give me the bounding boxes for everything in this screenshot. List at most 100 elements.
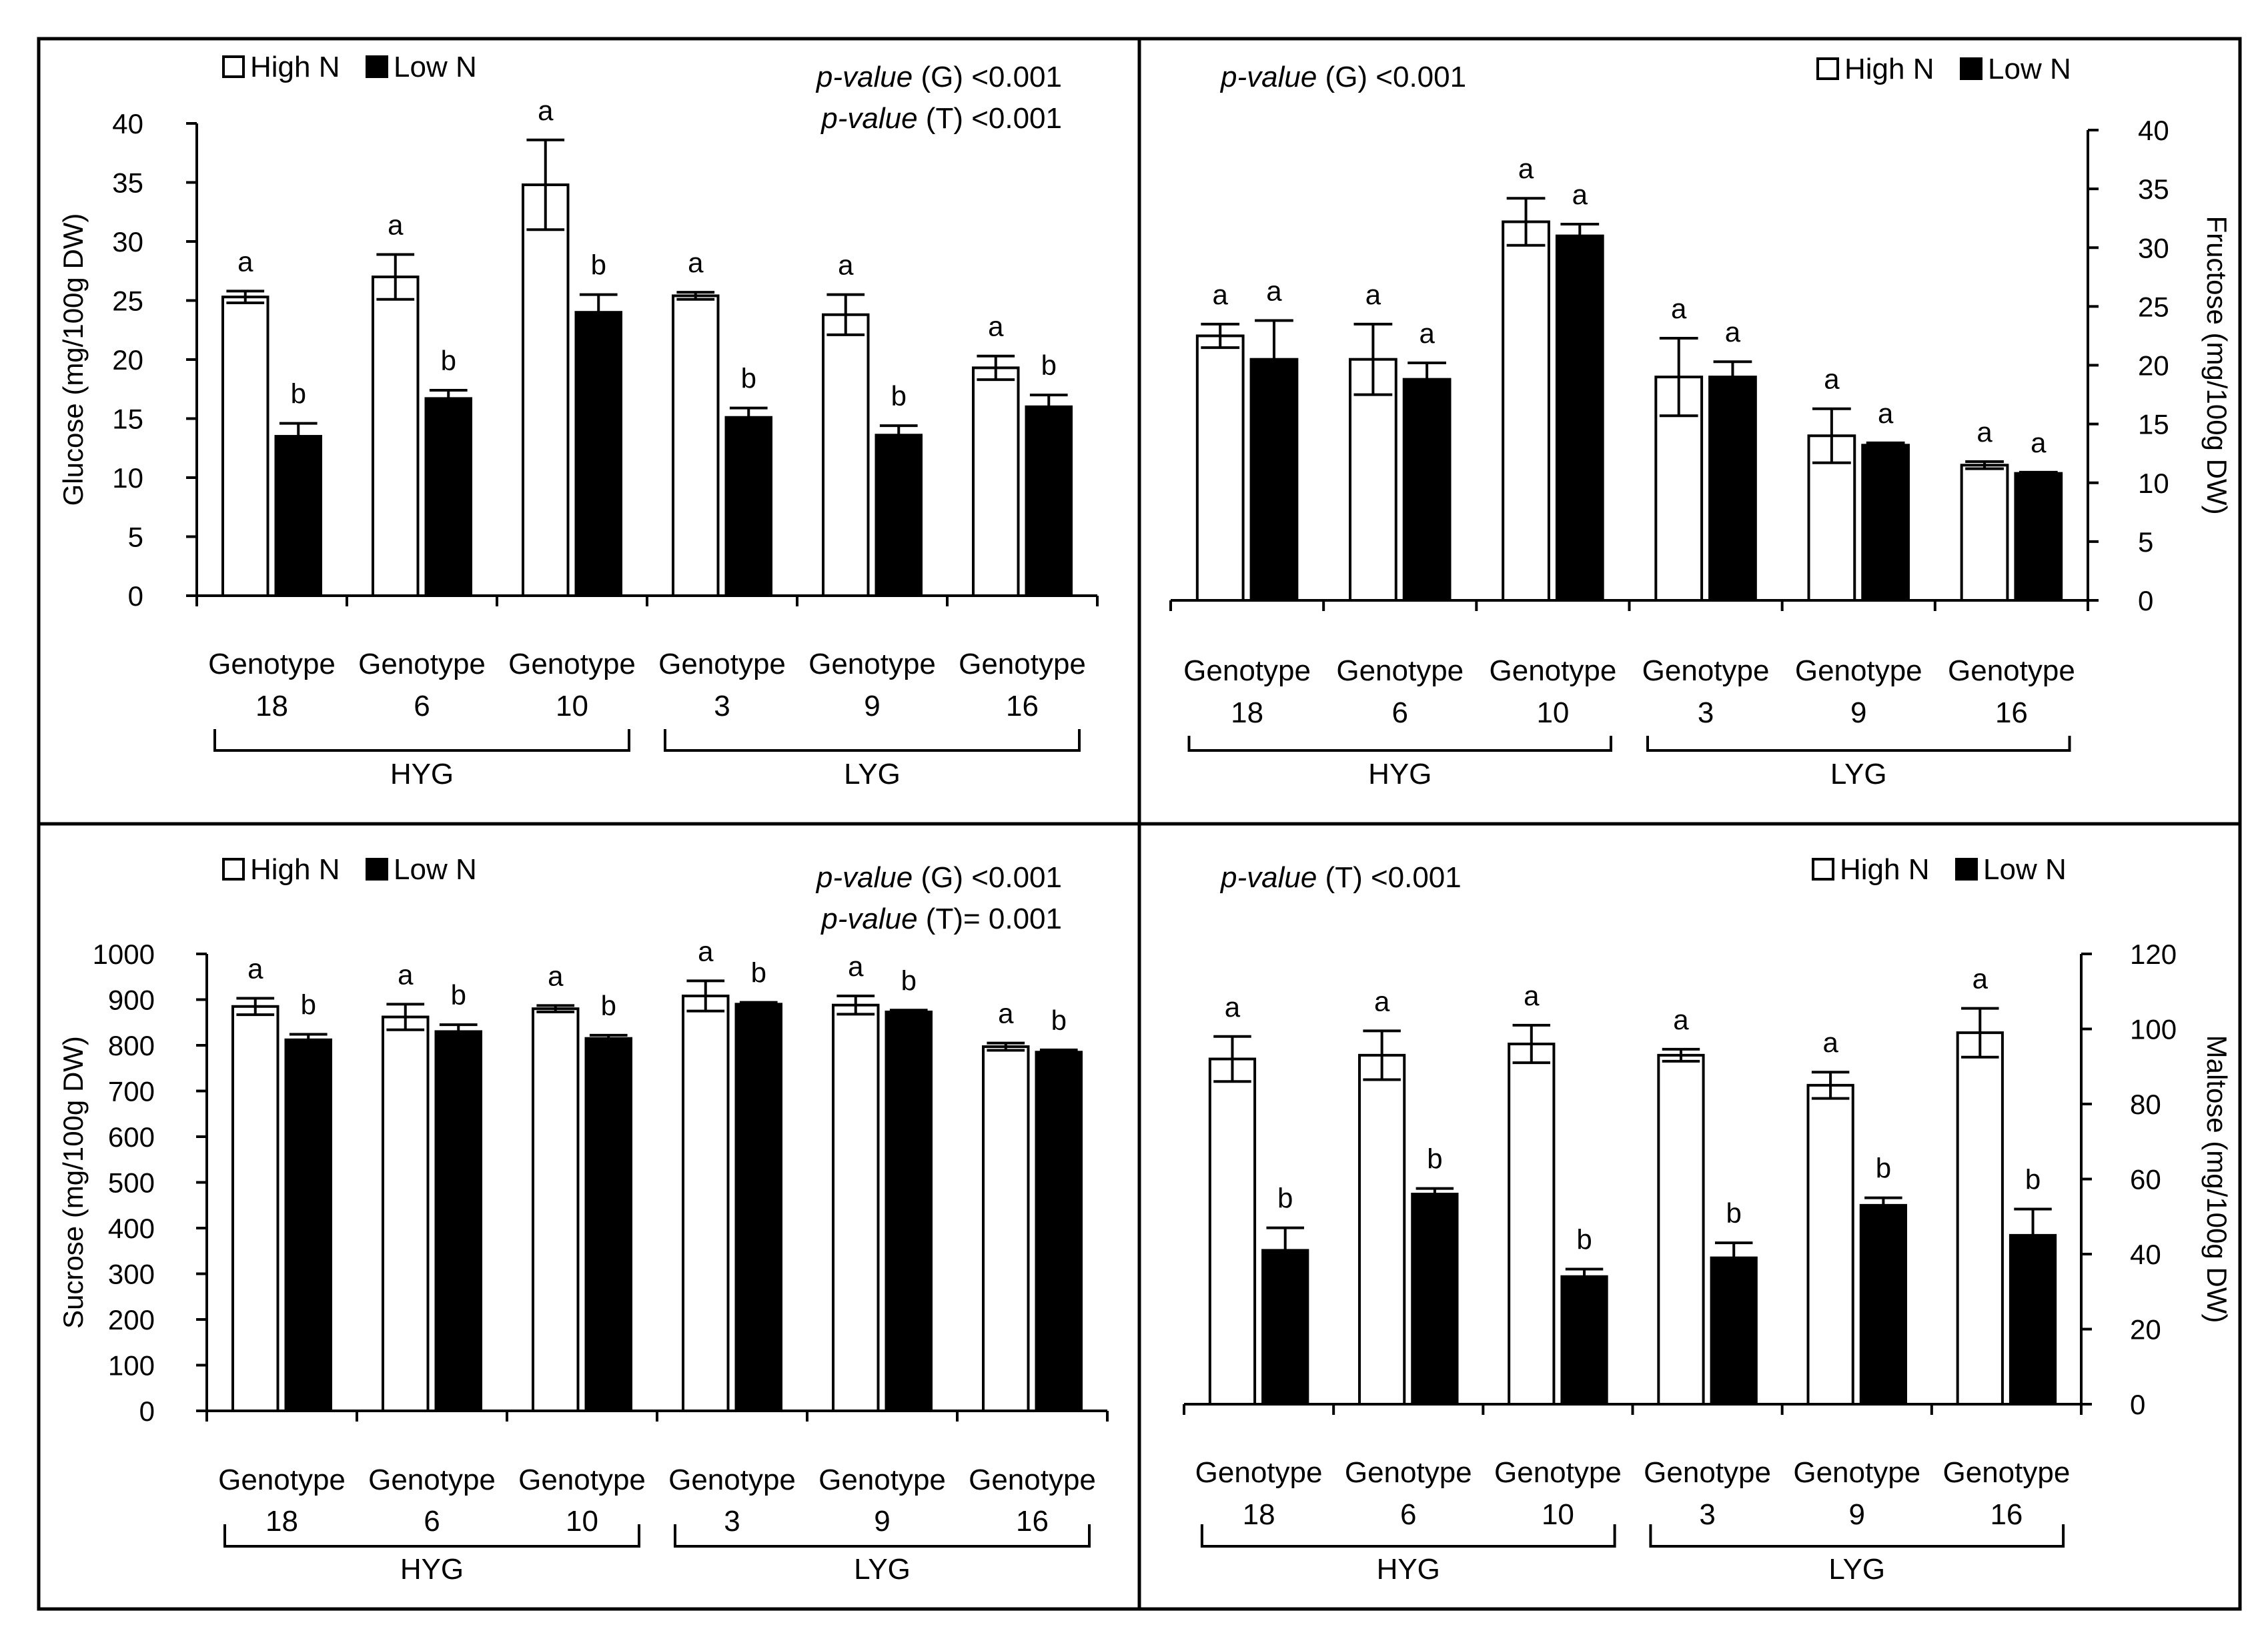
group-label: HYG [1368, 758, 1432, 790]
significance-letter: a [1725, 316, 1741, 348]
p-value-label: p-value [820, 903, 917, 935]
bar-low-n-2 [584, 1037, 632, 1412]
y-tick-label: 40 [2138, 115, 2169, 146]
bar-high-n-1 [372, 276, 420, 597]
y-tick-label: 600 [108, 1121, 155, 1153]
significance-letter: b [601, 990, 616, 1021]
error-bar [1353, 322, 1393, 396]
significance-letter: b [1427, 1143, 1442, 1175]
y-tick-label: 0 [139, 1396, 155, 1427]
y-tick-label: 25 [112, 286, 143, 317]
category-label: Genotype [1642, 654, 1770, 687]
bar-high-n-5 [982, 1045, 1030, 1413]
y-tick-label: 30 [2138, 232, 2169, 263]
bar-low-n-5 [2009, 1233, 2057, 1406]
significance-letter: b [591, 249, 606, 281]
error-bar [1255, 319, 1293, 400]
y-tick-label: 700 [108, 1076, 155, 1107]
category-label: 16 [1995, 696, 2028, 729]
error-bar [729, 406, 768, 428]
significance-letter: b [901, 965, 917, 996]
category-label: 3 [1698, 696, 1714, 729]
y-tick-label: 25 [2138, 291, 2169, 322]
significance-letter: a [1524, 980, 1540, 1011]
bar-high-n-4 [832, 1003, 880, 1412]
category-label: Genotype [658, 648, 786, 680]
bar-high-n-1 [1358, 1053, 1406, 1406]
significance-letter: b [1041, 350, 1057, 381]
y-tick-label: 10 [2138, 468, 2169, 499]
significance-letter: a [247, 953, 263, 984]
category-label: 9 [1850, 696, 1866, 729]
significance-letter: b [441, 345, 456, 376]
category-label: 9 [874, 1505, 890, 1538]
bar-high-n-2 [1502, 220, 1550, 602]
error-bar [279, 422, 318, 451]
category-label: 10 [556, 690, 588, 722]
legend-label-high-n: High N [250, 51, 340, 83]
bar-high-n-2 [1508, 1043, 1556, 1406]
legend: High N Low N [222, 51, 477, 83]
significance-letter: a [1822, 1027, 1838, 1058]
significance-letter: a [1572, 179, 1588, 210]
error-bar [1560, 223, 1600, 249]
error-bar [1659, 336, 1698, 418]
bar-high-n-0 [1208, 1057, 1257, 1406]
category-label: Genotype [969, 1464, 1096, 1496]
y-tick-label: 15 [2138, 409, 2169, 440]
category-label: Genotype [1490, 654, 1617, 687]
legend-label-low-n: Low N [394, 853, 477, 886]
group-bracket [1200, 1524, 1616, 1548]
significance-letter: a [237, 245, 253, 277]
error-bar [1415, 1187, 1454, 1201]
significance-letter: b [1051, 1005, 1067, 1036]
y-tick-label: 400 [108, 1213, 155, 1244]
bar-high-n-0 [231, 1005, 279, 1412]
group-bracket [213, 729, 630, 752]
p-value-label: p-value [1219, 61, 1317, 93]
significance-letter: a [1225, 991, 1241, 1023]
error-bar [1866, 441, 1905, 449]
p-value-annotation: p-value (T)= 0.001 [820, 903, 1062, 935]
bar-low-n-4 [1859, 1203, 1907, 1406]
error-bar [1506, 197, 1546, 247]
group-bracket [674, 1524, 1091, 1548]
y-tick-label: 200 [108, 1304, 155, 1335]
category-label: Genotype [358, 648, 486, 680]
p-value-text: (T)= 0.001 [918, 903, 1062, 935]
bar-high-n-1 [1349, 358, 1397, 602]
y-tick-label: 900 [108, 985, 155, 1016]
significance-letter: b [1277, 1183, 1293, 1214]
category-label: Genotype [818, 1464, 946, 1496]
category-label: 6 [1392, 696, 1408, 729]
p-value-text: (T) <0.001 [1317, 861, 1461, 894]
error-bar [1961, 1007, 1999, 1059]
bar-high-n-0 [1195, 334, 1245, 602]
legend-label-high-n: High N [1840, 853, 1930, 886]
category-label: Genotype [208, 648, 336, 680]
significance-letter: a [998, 998, 1014, 1029]
category-label: 16 [1990, 1498, 2023, 1531]
legend-label-low-n: Low N [1983, 853, 2067, 886]
p-value-text: (T) <0.001 [918, 102, 1062, 135]
error-bar [1201, 322, 1240, 350]
category-label: Genotype [1494, 1456, 1622, 1489]
significance-letter: a [548, 960, 564, 991]
category-label: Genotype [1345, 1456, 1472, 1489]
error-bar [1407, 361, 1446, 398]
bar-high-n-3 [682, 995, 730, 1412]
bar-high-n-4 [822, 313, 870, 597]
y-tick-label: 100 [108, 1350, 155, 1382]
error-bar [1662, 1047, 1700, 1063]
significance-letter: a [1878, 398, 1894, 429]
category-label: 16 [1006, 690, 1039, 722]
significance-letter: b [291, 378, 306, 410]
y-tick-label: 5 [2138, 526, 2153, 558]
p-value-label: p-value [815, 861, 913, 894]
y-tick-label: 0 [2130, 1389, 2145, 1420]
error-bar [1714, 1241, 1753, 1275]
legend-label-high-n: High N [1844, 53, 1934, 85]
error-bar [1965, 460, 2004, 470]
significance-letter: b [1876, 1153, 1891, 1184]
panel-maltose: 0 20 40 60 80 100 120 Maltose (mg/100g DW) a a a a a… [1183, 853, 2233, 1586]
